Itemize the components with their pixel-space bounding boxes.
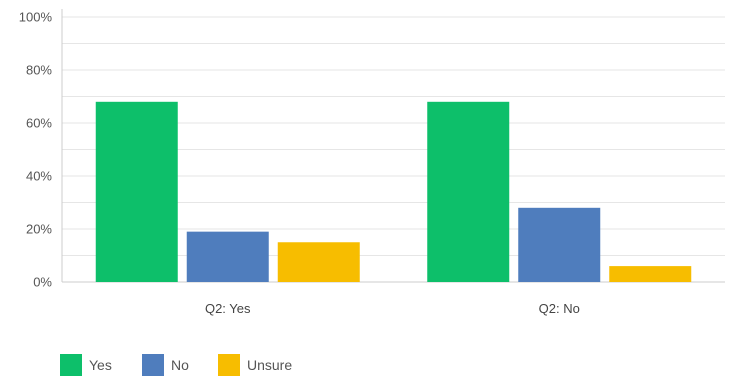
bar-no-2 <box>518 207 601 282</box>
legend-label-no: No <box>171 357 189 373</box>
legend-label-unsure: Unsure <box>247 357 292 373</box>
x-category-label: Q2: No <box>539 301 580 316</box>
y-axis-tick-labels: 0% 20% 40% 60% 80% 100% <box>19 10 53 290</box>
bar-unsure-1 <box>277 242 360 282</box>
legend-swatch-yes <box>60 354 82 376</box>
y-tick-label: 80% <box>26 63 52 78</box>
bar-unsure-2 <box>609 266 692 282</box>
y-tick-label: 60% <box>26 116 52 131</box>
y-tick-label: 20% <box>26 222 52 237</box>
y-tick-label: 40% <box>26 169 52 184</box>
legend-label-yes: Yes <box>89 357 112 373</box>
legend-swatch-unsure <box>218 354 240 376</box>
bar-yes-1 <box>95 101 178 282</box>
y-tick-label: 0% <box>33 275 52 290</box>
bar-no-1 <box>186 231 269 282</box>
bar-yes-2 <box>427 101 510 282</box>
x-axis-category-labels: Q2: Yes Q2: No <box>205 301 580 316</box>
x-category-label: Q2: Yes <box>205 301 251 316</box>
legend-swatch-no <box>142 354 164 376</box>
legend: Yes No Unsure <box>60 354 292 376</box>
y-tick-label: 100% <box>19 10 53 25</box>
bars <box>95 101 692 282</box>
